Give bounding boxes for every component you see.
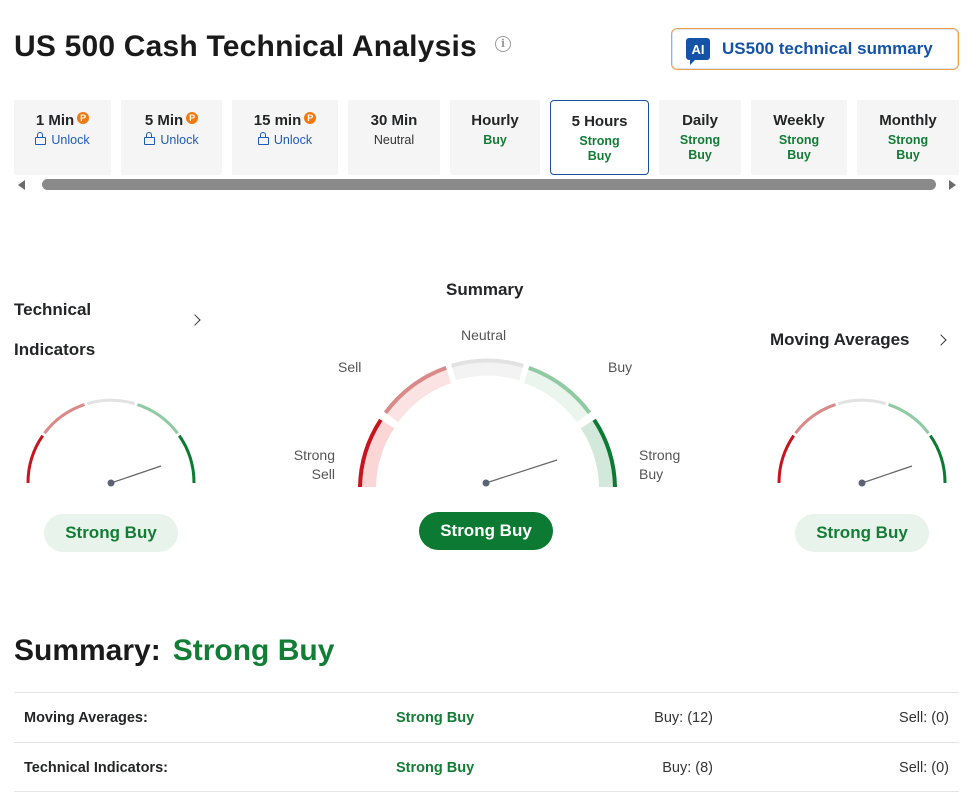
tab-daily[interactable]: Daily Strong Buy <box>659 100 741 175</box>
unlock-link[interactable]: Unlock <box>14 132 111 148</box>
label-buy: Buy <box>608 359 633 375</box>
summary-heading: Summary: Strong Buy <box>14 634 334 668</box>
gauge-buy-arc <box>888 403 930 435</box>
gauge-sell-arc <box>794 403 836 435</box>
tab-label: 30 Min <box>370 112 418 129</box>
tab-15-min[interactable]: 15 min P Unlock <box>232 100 338 175</box>
gauge-needle <box>861 465 913 484</box>
tab-hourly[interactable]: Hourly Buy <box>450 100 540 175</box>
technical-indicators-result: Strong Buy <box>44 514 178 552</box>
gauge-pivot <box>482 479 490 487</box>
row-sell-count: Sell: (0) <box>899 760 949 776</box>
summary-table: Moving Averages: Strong Buy Buy: (12) Se… <box>14 692 959 792</box>
gauge-strong-buy-arc <box>592 418 617 488</box>
tab-5-min[interactable]: 5 Min P Unlock <box>121 100 222 175</box>
tab-weekly[interactable]: Weekly Strong Buy <box>751 100 847 175</box>
tab-label: 5 Min P <box>121 112 222 129</box>
gauge-strong-sell-arc <box>26 434 44 484</box>
chevron-right-icon[interactable] <box>935 334 947 346</box>
tab-label: 5 Hours <box>571 113 628 130</box>
tab-status: Strong Buy <box>778 133 820 162</box>
gauge-strong-buy-arc <box>929 434 947 484</box>
scroll-right-icon[interactable] <box>949 180 956 190</box>
gauge-neutral-band <box>451 360 524 381</box>
row-name: Technical Indicators: <box>24 760 168 776</box>
label-neutral: Neutral <box>461 327 507 343</box>
row-buy-count: Buy: (12) <box>654 710 713 726</box>
summary-result: Strong Buy <box>419 512 553 550</box>
gauge-needle <box>485 459 558 484</box>
tab-label: Daily <box>682 112 718 129</box>
tab-5-hours[interactable]: 5 Hours Strong Buy <box>550 100 649 175</box>
ai-summary-button[interactable]: AI US500 technical summary <box>671 28 959 70</box>
gauge-pivot <box>107 479 115 487</box>
summary-heading-label: Summary: <box>14 634 161 667</box>
gauge-pivot <box>858 479 866 487</box>
gauge-sell-band <box>385 367 452 423</box>
gauge-needle <box>110 465 162 484</box>
pro-icon: P <box>304 112 317 124</box>
chevron-right-icon[interactable] <box>189 314 201 326</box>
gauge-strong-buy-band <box>580 419 615 487</box>
gauge-neutral-arc <box>451 358 524 368</box>
gauge-sell-arc <box>43 403 85 435</box>
tab-label: 15 min P <box>232 112 338 129</box>
tab-monthly[interactable]: Monthly Strong Buy <box>857 100 959 175</box>
tab-label: 1 Min P <box>14 112 111 129</box>
gauge-buy-arc <box>528 366 592 414</box>
gauge-strong-sell-arc <box>777 434 795 484</box>
pro-icon: P <box>186 112 199 124</box>
tab-30-min[interactable]: 30 Min Neutral <box>348 100 440 175</box>
summary-heading-value: Strong Buy <box>172 634 335 667</box>
scroll-left-icon[interactable] <box>18 180 25 190</box>
table-row: Moving Averages: Strong Buy Buy: (12) Se… <box>14 692 959 742</box>
gauge-neutral-arc <box>86 398 136 406</box>
label-sell: Sell <box>338 359 362 375</box>
gauge-buy-band <box>523 367 590 423</box>
tab-status: Neutral <box>373 133 415 147</box>
technical-indicators-title[interactable]: Technical Indicators <box>14 300 96 359</box>
tab-status: Strong Buy <box>679 133 721 162</box>
tab-status: Strong Buy <box>887 133 929 162</box>
row-name: Moving Averages: <box>24 710 148 726</box>
tab-label: Hourly <box>471 112 519 129</box>
gauge-strong-sell-arc <box>358 418 383 488</box>
ai-badge-icon: AI <box>686 38 710 65</box>
gauge-buy-arc <box>137 403 179 435</box>
row-signal: Strong Buy <box>396 710 475 726</box>
row-signal: Strong Buy <box>396 760 475 776</box>
tab-status: Buy <box>483 133 507 147</box>
unlock-link[interactable]: Unlock <box>232 132 338 148</box>
lock-icon <box>144 132 156 145</box>
lock-icon <box>35 132 47 145</box>
gauge-strong-sell-band <box>360 419 395 487</box>
tabs-scrollbar[interactable] <box>18 178 956 192</box>
moving-averages-gauge <box>777 398 947 487</box>
pro-icon: P <box>77 112 90 124</box>
tab-status: Strong Buy <box>579 134 620 163</box>
table-row: Technical Indicators: Strong Buy Buy: (8… <box>14 742 959 792</box>
ai-summary-label: US500 technical summary <box>722 39 933 58</box>
moving-averages-title[interactable]: Moving Averages <box>770 330 910 349</box>
row-buy-count: Buy: (8) <box>662 760 713 776</box>
summary-gauge-title: Summary <box>446 280 524 299</box>
tab-label: Monthly <box>879 112 937 129</box>
row-sell-count: Sell: (0) <box>899 710 949 726</box>
gauge-neutral-arc <box>837 398 887 406</box>
info-icon[interactable]: i <box>495 36 511 52</box>
tab-label: Weekly <box>773 112 825 129</box>
label-strong-buy: Strong Buy <box>639 447 681 482</box>
page-title: US 500 Cash Technical Analysis <box>14 30 477 63</box>
gauge-sell-arc <box>383 366 447 414</box>
gauge-strong-buy-arc <box>178 434 196 484</box>
unlock-link[interactable]: Unlock <box>121 132 222 148</box>
summary-gauge <box>358 358 617 488</box>
scroll-thumb[interactable] <box>42 179 936 190</box>
tab-1-min[interactable]: 1 Min P Unlock <box>14 100 111 175</box>
technical-indicators-gauge <box>26 398 196 487</box>
label-strong-sell: Strong Sell <box>293 447 335 482</box>
lock-icon <box>257 132 269 145</box>
moving-averages-result: Strong Buy <box>795 514 929 552</box>
